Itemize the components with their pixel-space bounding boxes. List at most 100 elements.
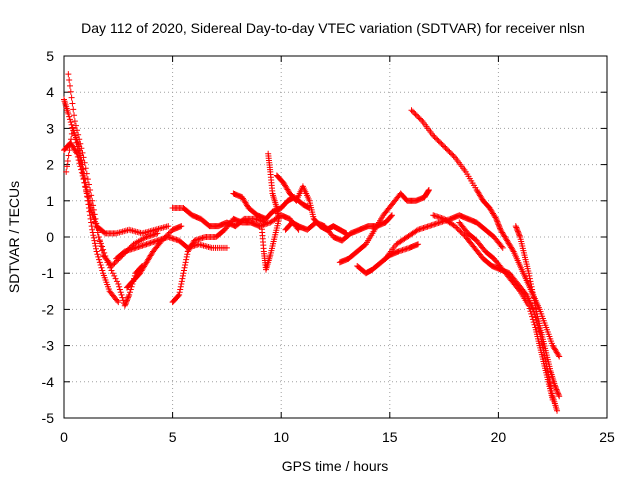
y-tick-label: 5 bbox=[46, 48, 54, 64]
data-point-marker bbox=[102, 253, 109, 260]
data-point-marker bbox=[437, 139, 444, 146]
data-point-marker bbox=[442, 144, 449, 151]
data-point-marker bbox=[495, 222, 502, 229]
data-point-marker bbox=[177, 283, 184, 290]
data-point-marker bbox=[127, 286, 134, 293]
series-track-8 bbox=[169, 205, 269, 230]
series-track-5 bbox=[123, 223, 185, 291]
data-point-marker bbox=[65, 71, 72, 78]
data-point-marker bbox=[68, 121, 75, 128]
data-point-marker bbox=[512, 223, 519, 230]
data-point-marker bbox=[116, 286, 123, 293]
data-point-marker bbox=[388, 212, 395, 219]
data-point-marker bbox=[499, 244, 506, 251]
data-point-marker bbox=[451, 223, 458, 230]
data-point-marker bbox=[80, 154, 87, 161]
x-tick-label: 10 bbox=[273, 429, 289, 445]
data-point-marker bbox=[123, 298, 130, 305]
data-point-marker bbox=[554, 387, 561, 394]
data-point-marker bbox=[69, 100, 76, 107]
series-track-18 bbox=[456, 219, 556, 403]
data-point-marker bbox=[93, 220, 100, 227]
y-tick-label: 3 bbox=[46, 120, 54, 136]
x-tick-labels: 0 5 10 15 20 25 bbox=[60, 429, 615, 445]
data-point-marker bbox=[516, 232, 523, 239]
data-point-marker bbox=[97, 240, 104, 247]
data-point-marker bbox=[99, 243, 106, 250]
data-point-marker bbox=[91, 240, 98, 247]
data-point-marker bbox=[74, 153, 81, 160]
data-point-marker bbox=[493, 217, 500, 224]
data-point-marker bbox=[103, 256, 110, 263]
data-point-marker bbox=[66, 82, 73, 89]
data-point-marker bbox=[183, 256, 190, 263]
data-point-marker bbox=[125, 294, 132, 301]
data-point-marker bbox=[454, 225, 461, 232]
data-point-marker bbox=[78, 145, 85, 152]
data-point-marker bbox=[76, 136, 83, 143]
data-point-marker bbox=[182, 262, 189, 269]
data-point-marker bbox=[492, 214, 499, 221]
data-point-marker bbox=[76, 160, 83, 167]
chart-title: Day 112 of 2020, Sidereal Day-to-day VTE… bbox=[81, 20, 585, 36]
data-point-marker bbox=[90, 232, 97, 239]
data-point-marker bbox=[182, 259, 189, 266]
data-point-marker bbox=[121, 302, 128, 309]
data-point-marker bbox=[114, 297, 121, 304]
data-point-marker bbox=[91, 211, 98, 218]
data-point-marker bbox=[81, 159, 88, 166]
data-point-marker bbox=[92, 243, 99, 250]
data-point-marker bbox=[70, 106, 77, 113]
data-point-marker bbox=[446, 148, 453, 155]
data-point-marker bbox=[527, 278, 534, 285]
data-point-marker bbox=[525, 270, 532, 277]
data-point-marker bbox=[74, 150, 81, 157]
data-point-marker bbox=[176, 289, 183, 296]
data-point-marker bbox=[101, 249, 108, 256]
x-tick-label: 15 bbox=[382, 429, 398, 445]
x-tick-label: 5 bbox=[169, 429, 177, 445]
data-point-marker bbox=[552, 385, 559, 392]
data-point-marker bbox=[556, 353, 563, 360]
data-point-marker bbox=[75, 131, 82, 138]
data-point-marker bbox=[412, 111, 419, 118]
data-point-marker bbox=[425, 186, 432, 193]
data-point-marker bbox=[88, 192, 95, 199]
data-point-marker bbox=[509, 247, 516, 254]
data-point-marker bbox=[92, 215, 99, 222]
data-point-marker bbox=[434, 136, 441, 143]
data-point-marker bbox=[411, 110, 418, 117]
data-point-marker bbox=[95, 253, 102, 260]
data-point-marker bbox=[180, 270, 187, 277]
data-point-marker bbox=[93, 248, 100, 255]
data-point-marker bbox=[104, 259, 111, 266]
data-point-marker bbox=[526, 305, 533, 312]
data-point-marker bbox=[96, 256, 103, 263]
data-point-marker bbox=[533, 310, 540, 317]
y-tick-label: -4 bbox=[42, 374, 55, 390]
data-point-marker bbox=[82, 179, 89, 186]
data-point-marker bbox=[94, 229, 101, 236]
data-point-marker bbox=[111, 272, 118, 279]
y-tick-labels: -5 -4 -3 -2 -1 0 1 2 3 4 5 bbox=[42, 48, 55, 426]
data-point-marker bbox=[109, 270, 116, 277]
data-point-marker bbox=[496, 224, 503, 231]
data-point-marker bbox=[95, 234, 102, 240]
data-point-marker bbox=[551, 382, 558, 389]
data-point-marker bbox=[125, 293, 132, 300]
data-point-marker bbox=[90, 202, 97, 209]
data-point-marker bbox=[425, 187, 432, 194]
series-track-13 bbox=[354, 241, 422, 277]
data-point-marker bbox=[456, 227, 463, 234]
data-point-marker bbox=[388, 213, 395, 220]
data-point-marker bbox=[178, 278, 185, 285]
data-point-marker bbox=[177, 286, 184, 293]
data-point-marker bbox=[65, 152, 72, 159]
data-point-marker bbox=[435, 138, 442, 145]
data-point-marker bbox=[67, 119, 74, 126]
data-point-marker bbox=[528, 310, 535, 317]
data-point-marker bbox=[87, 186, 94, 193]
data-point-marker bbox=[96, 237, 103, 244]
x-tick-label: 25 bbox=[599, 429, 615, 445]
